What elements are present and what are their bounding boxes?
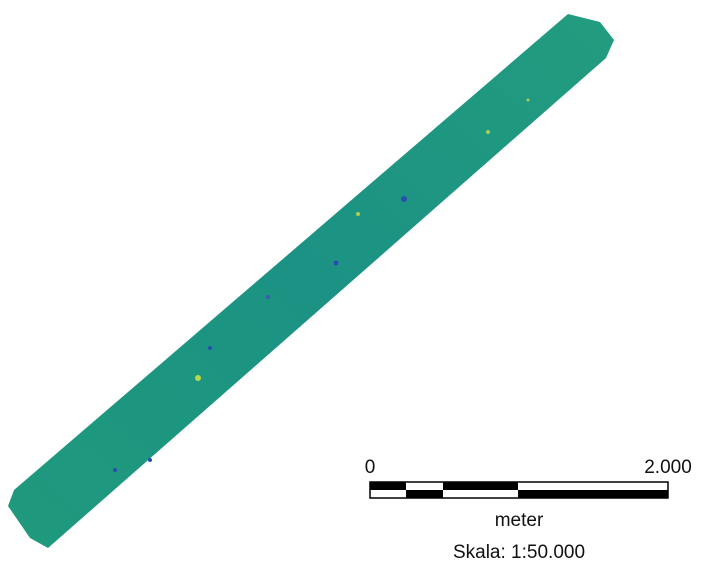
scale-unit: meter: [495, 510, 544, 531]
map: 0 2.000 meter Skala: 1:50.000: [0, 0, 703, 566]
scale-text: Skala: 1:50.000: [453, 542, 585, 563]
scale-start-label: 0: [365, 457, 376, 478]
scale-bar: [370, 482, 668, 498]
scale-end-label: 2.000: [644, 457, 692, 478]
survey-strip: [8, 14, 614, 548]
